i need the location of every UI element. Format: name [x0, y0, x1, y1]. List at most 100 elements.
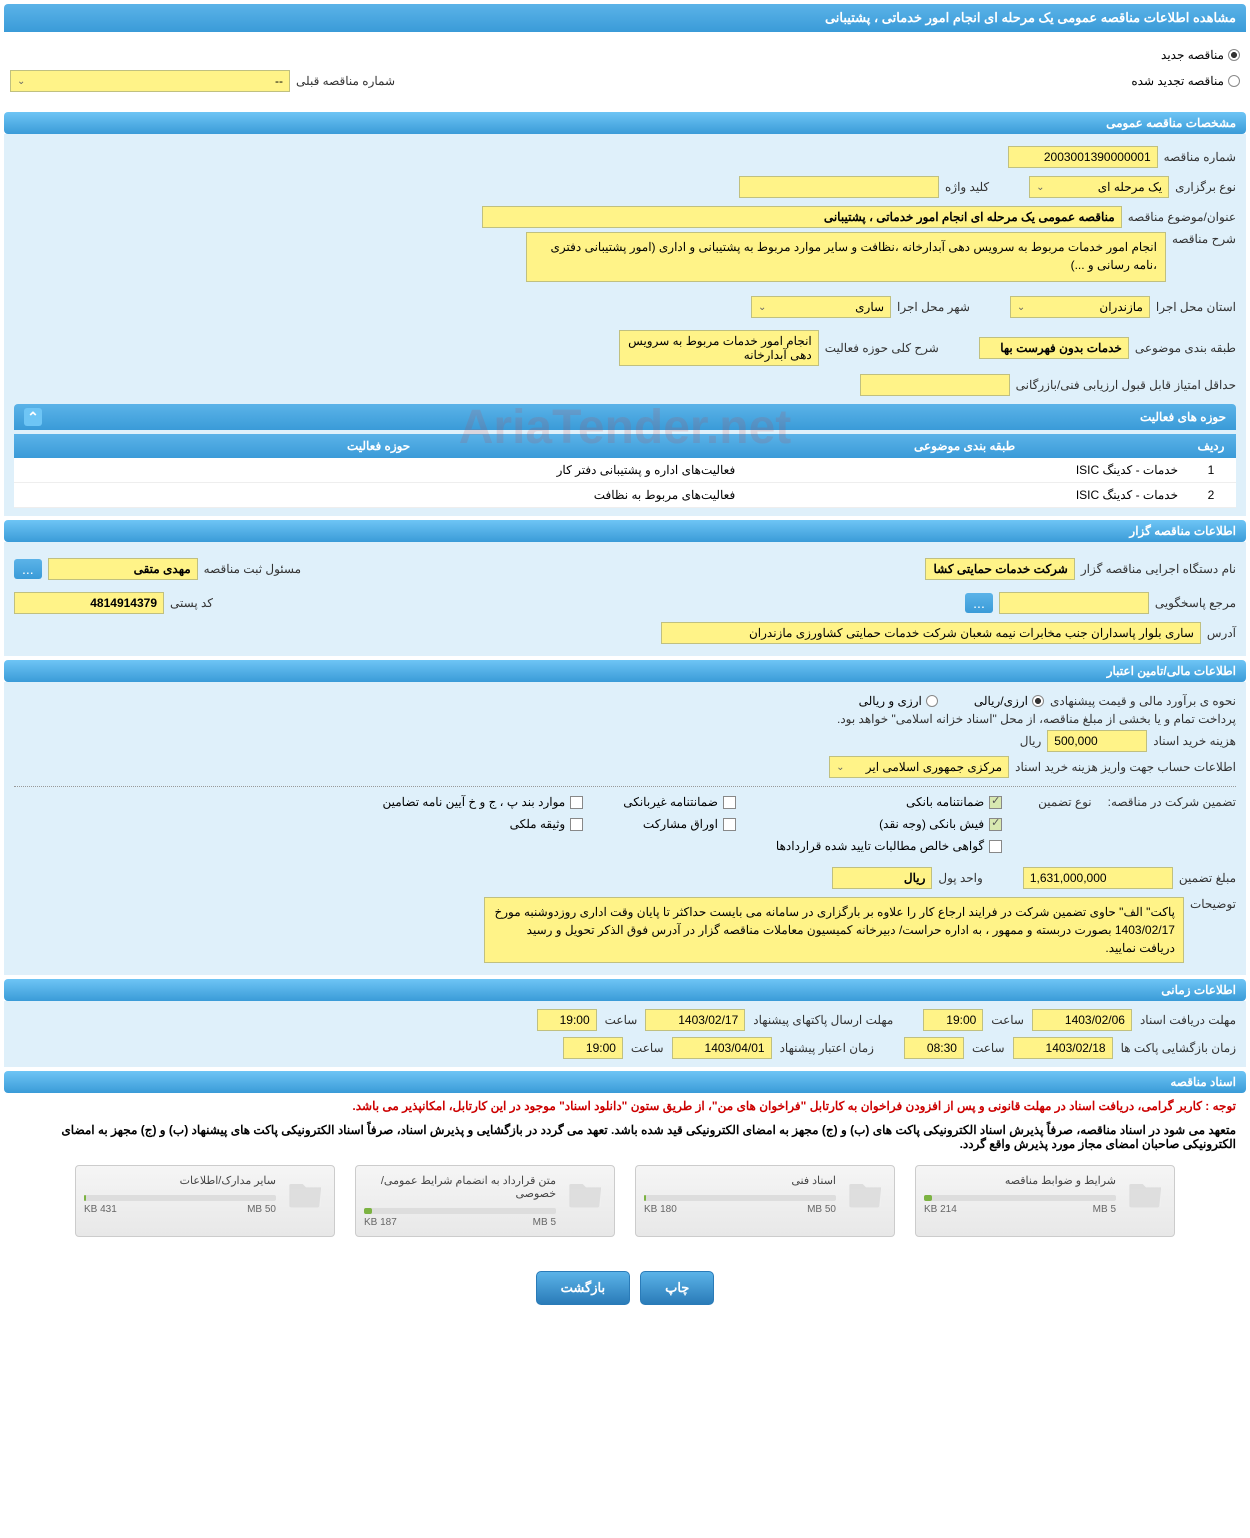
guarantee-label: تضمین شرکت در مناقصه:	[1108, 795, 1236, 809]
doc-max: 50 MB	[247, 1204, 276, 1215]
category-field: خدمات بدون فهرست بها	[979, 337, 1129, 359]
activity-scope-label: شرح کلی حوزه فعالیت	[825, 341, 939, 355]
print-button[interactable]: چاپ	[640, 1271, 714, 1305]
radio-both[interactable]: ارزی و ریالی	[859, 694, 938, 708]
cell-category: خدمات - کدینگ ISIC	[743, 483, 1186, 508]
folder-icon	[1126, 1174, 1166, 1214]
chevron-down-icon: ⌄	[1036, 182, 1044, 193]
receive-label: مهلت دریافت اسناد	[1140, 1013, 1236, 1027]
agency-label: نام دستگاه اجرایی مناقصه گزار	[1081, 562, 1236, 576]
guarantee-type-label: نوع تضمین	[1038, 795, 1091, 809]
holding-type-select[interactable]: یک مرحله ای ⌄	[1029, 176, 1169, 198]
radio-icon	[1228, 75, 1240, 87]
radio-new-tender[interactable]: مناقصه جدید	[1161, 48, 1240, 62]
page-title: مشاهده اطلاعات مناقصه عمومی یک مرحله ای …	[4, 4, 1246, 32]
checkbox-bank-guarantee[interactable]: ضمانتنامه بانکی	[776, 795, 1002, 809]
responsible-label: مسئول ثبت مناقصه	[204, 562, 301, 576]
doc-progress	[364, 1208, 556, 1214]
keyword-label: کلید واژه	[945, 180, 989, 194]
checkbox-icon	[570, 818, 583, 831]
table-row: 2خدمات - کدینگ ISICفعالیت‌های مربوط به ن…	[14, 483, 1236, 508]
guarantee-amount-label: مبلغ تضمین	[1179, 871, 1236, 885]
tender-type-section: مناقصه جدید مناقصه تجدید شده شماره مناقص…	[0, 36, 1250, 108]
checkbox-bylaw-items[interactable]: موارد بند پ ، ج و خ آیین نامه تضامین	[383, 795, 584, 809]
responsible-more-button[interactable]: ...	[14, 559, 42, 579]
min-score-field[interactable]	[860, 374, 1010, 396]
chevron-down-icon: ⌄	[17, 76, 25, 87]
contact-label: مرجع پاسخگویی	[1155, 596, 1236, 610]
doc-cost-field: 500,000	[1047, 730, 1147, 752]
open-label: زمان بازگشایی پاکت ها	[1121, 1041, 1236, 1055]
activities-header: حوزه های فعالیت ⌃	[14, 404, 1236, 430]
open-time: 08:30	[904, 1037, 964, 1059]
back-button[interactable]: بازگشت	[536, 1271, 630, 1305]
province-label: استان محل اجرا	[1156, 300, 1236, 314]
contact-field[interactable]	[999, 592, 1149, 614]
doc-card[interactable]: سایر مدارک/اطلاعات 50 MB431 KB	[75, 1165, 335, 1237]
doc-card[interactable]: متن قرارداد به انضمام شرایط عمومی/خصوصی …	[355, 1165, 615, 1237]
postal-label: کد پستی	[170, 596, 213, 610]
section-title: مشخصات مناقصه عمومی	[4, 112, 1246, 134]
doc-title: سایر مدارک/اطلاعات	[84, 1174, 276, 1187]
doc-progress	[84, 1195, 276, 1201]
prev-number-select[interactable]: -- ⌄	[10, 70, 290, 92]
section-title: اطلاعات مالی/تامین اعتبار	[4, 660, 1246, 682]
checkbox-icon	[723, 818, 736, 831]
prev-number-label: شماره مناقصه قبلی	[296, 74, 395, 88]
checkbox-icon	[723, 796, 736, 809]
radio-label: مناقصه جدید	[1161, 48, 1224, 62]
guarantee-amount-field: 1,631,000,000	[1023, 867, 1173, 889]
account-select[interactable]: مرکزی جمهوری اسلامی ایر ⌄	[829, 756, 1009, 778]
doc-progress	[924, 1195, 1116, 1201]
send-date: 1403/02/17	[645, 1009, 745, 1031]
currency-unit-label: واحد پول	[938, 871, 982, 885]
docs-section: اسناد مناقصه توجه : کاربر گرامی، دریافت …	[4, 1071, 1246, 1247]
time-label: ساعت	[631, 1041, 664, 1055]
checkbox-bank-receipt[interactable]: فیش بانکی (وجه نقد)	[776, 817, 1002, 831]
radio-label: مناقصه تجدید شده	[1131, 74, 1224, 88]
col-row: ردیف	[1186, 434, 1236, 458]
doc-title: شرایط و ضوابط مناقصه	[924, 1174, 1116, 1187]
time-label: ساعت	[605, 1013, 638, 1027]
checkbox-icon	[989, 818, 1002, 831]
doc-max: 5 MB	[533, 1217, 556, 1228]
folder-icon	[566, 1174, 606, 1214]
checkbox-bonds[interactable]: اوراق مشارکت	[623, 817, 736, 831]
city-select[interactable]: ساری ⌄	[751, 296, 891, 318]
validity-time: 19:00	[563, 1037, 623, 1059]
keyword-field[interactable]	[739, 176, 939, 198]
checkbox-net-receivables[interactable]: گواهی خالص مطالبات تایید شده قراردادها	[776, 839, 1002, 853]
postal-field: 4814914379	[14, 592, 164, 614]
notice-download: توجه : کاربر گرامی، دریافت اسناد در مهلت…	[4, 1093, 1246, 1119]
guarantee-types-grid: ضمانتنامه بانکی ضمانتنامه غیربانکی موارد…	[383, 795, 1003, 853]
docs-grid: شرایط و ضوابط مناقصه 5 MB214 KB اسناد فن…	[4, 1155, 1246, 1247]
contact-more-button[interactable]: ...	[965, 593, 993, 613]
doc-cost-label: هزینه خرید اسناد	[1153, 734, 1236, 748]
radio-renew-tender[interactable]: مناقصه تجدید شده	[1131, 74, 1240, 88]
collapse-button[interactable]: ⌃	[24, 408, 42, 426]
city-label: شهر محل اجرا	[897, 300, 970, 314]
table-row: 1خدمات - کدینگ ISICفعالیت‌های اداره و پش…	[14, 458, 1236, 483]
checkbox-nonbank-guarantee[interactable]: ضمانتنامه غیربانکی	[623, 795, 736, 809]
desc-field[interactable]: انجام امور خدمات مربوط به سرویس دهی آبدا…	[526, 232, 1166, 282]
radio-icon	[926, 695, 938, 707]
chevron-down-icon: ⌄	[1017, 302, 1025, 313]
checkbox-property-deed[interactable]: وثیقه ملکی	[383, 817, 584, 831]
doc-card[interactable]: شرایط و ضوابط مناقصه 5 MB214 KB	[915, 1165, 1175, 1237]
province-select[interactable]: مازندران ⌄	[1010, 296, 1150, 318]
notes-field[interactable]: پاکت" الف" حاوی تضمین شرکت در فرایند ارج…	[484, 897, 1184, 963]
payment-note: پرداخت تمام و یا بخشی از مبلغ مناقصه، از…	[837, 712, 1236, 726]
footer-buttons: چاپ بازگشت	[0, 1251, 1250, 1325]
send-label: مهلت ارسال پاکتهای پیشنهاد	[753, 1013, 893, 1027]
radio-rial[interactable]: ارزی/ریالی	[974, 694, 1044, 708]
receive-date: 1403/02/06	[1032, 1009, 1132, 1031]
cell-row: 1	[1186, 458, 1236, 483]
doc-card[interactable]: اسناد فنی 50 MB180 KB	[635, 1165, 895, 1237]
doc-size: 180 KB	[644, 1204, 677, 1215]
doc-cost-unit: ریال	[1020, 734, 1042, 748]
address-field: ساری بلوار پاسداران جنب مخابرات نیمه شعب…	[661, 622, 1201, 644]
notes-label: توضیحات	[1190, 897, 1236, 911]
cell-row: 2	[1186, 483, 1236, 508]
open-date: 1403/02/18	[1013, 1037, 1113, 1059]
doc-size: 187 KB	[364, 1217, 397, 1228]
